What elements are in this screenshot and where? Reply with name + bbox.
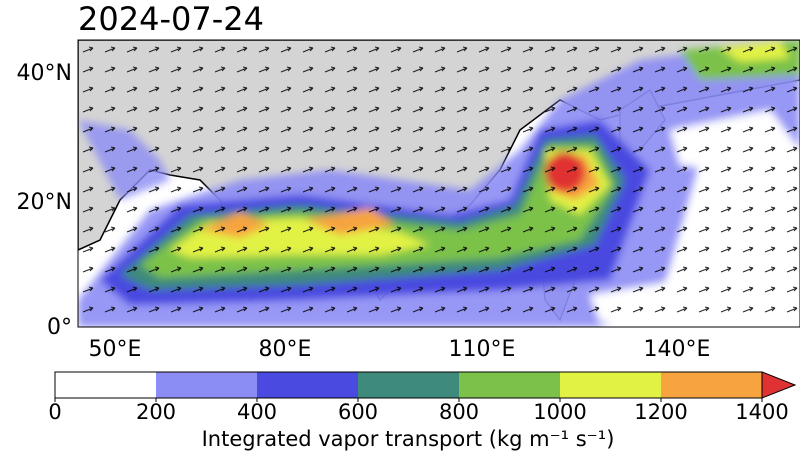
colorbar-segment	[55, 372, 156, 398]
lon-label: 140°E	[644, 337, 711, 362]
colorbar-tick-label: 800	[439, 400, 479, 424]
colorbar-tick-label: 200	[136, 400, 176, 424]
colorbar-tick-label: 0	[48, 400, 61, 424]
lat-label: 20°N	[17, 190, 72, 215]
colorbar-segment	[257, 372, 358, 398]
colorbar: 0 200 400 600 800 1000 1200 1400	[48, 371, 797, 424]
colorbar-tick-label: 1000	[533, 400, 586, 424]
colorbar-label: Integrated vapor transport (kg m⁻¹ s⁻¹)	[202, 427, 615, 451]
colorbar-segment	[156, 372, 257, 398]
lon-label: 80°E	[259, 337, 312, 362]
colorbar-tick-label: 1200	[634, 400, 687, 424]
colorbar-segment	[358, 372, 459, 398]
colorbar-extend	[761, 371, 797, 399]
colorbar-frame	[54, 371, 763, 399]
lat-label: 0°	[47, 315, 72, 340]
map	[78, 40, 800, 327]
colorbar-tick-label: 400	[237, 400, 277, 424]
map-title: 2024-07-24	[78, 0, 264, 38]
colorbar-segment	[560, 372, 661, 398]
colorbar-segment	[459, 372, 560, 398]
lat-label: 40°N	[17, 61, 72, 86]
colorbar-tick-label: 1400	[735, 400, 788, 424]
colorbar-segment	[661, 372, 762, 398]
lon-label: 110°E	[449, 337, 516, 362]
colorbar-tick-label: 600	[338, 400, 378, 424]
lon-label: 50°E	[89, 337, 142, 362]
